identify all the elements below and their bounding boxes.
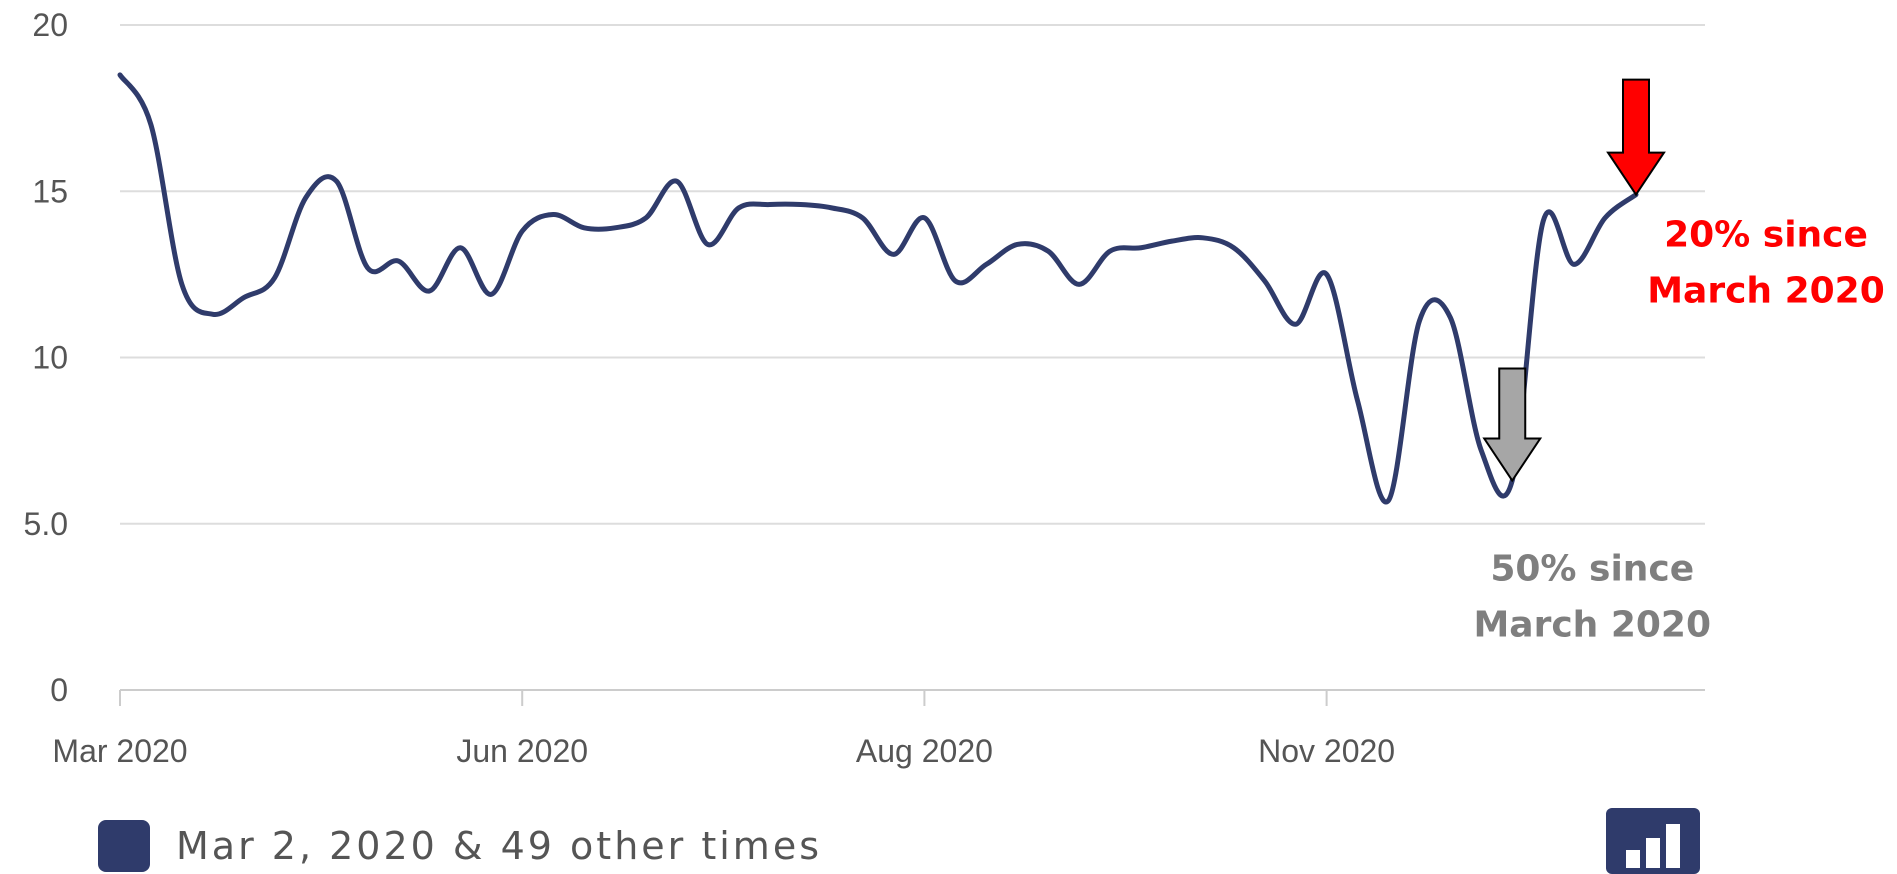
- data-point: [1385, 497, 1391, 503]
- annotation-line2: March 2020: [1473, 605, 1711, 646]
- data-point: [488, 291, 494, 297]
- data-point: [860, 215, 866, 221]
- data-point: [1478, 448, 1484, 454]
- data-point: [612, 225, 618, 231]
- data-point: [1447, 315, 1453, 321]
- y-tick-label: 0: [50, 672, 68, 708]
- data-point: [303, 195, 309, 201]
- data-point: [736, 205, 742, 211]
- annotation-arrow: [1482, 367, 1543, 483]
- data-point: [1076, 281, 1082, 287]
- x-tick-label: Mar 2020: [52, 733, 187, 769]
- data-point: [1324, 271, 1330, 277]
- data-point: [1200, 235, 1206, 241]
- y-tick-label: 5.0: [24, 506, 68, 542]
- line-chart: 0 5.0 10 15 20 Mar 2020 Jun 2020 Aug 2020 Nov 2…: [24, 7, 1885, 769]
- data-point: [1231, 245, 1237, 251]
- data-point: [179, 281, 185, 287]
- data-point: [210, 311, 216, 317]
- chart-type-button[interactable]: [1606, 808, 1700, 874]
- x-tick-label: Jun 2020: [456, 733, 588, 769]
- data-point: [1540, 218, 1546, 224]
- x-axis-ticks: Mar 2020 Jun 2020 Aug 2020 Nov 2020: [52, 690, 1395, 769]
- data-point: [1014, 241, 1020, 247]
- annotation-arrow: [1606, 78, 1666, 197]
- annotation-line1: 20% since: [1664, 215, 1868, 256]
- legend-swatch[interactable]: [98, 820, 150, 872]
- data-points: [117, 72, 1639, 504]
- data-point: [829, 205, 835, 211]
- annotation-line1: 50% since: [1490, 549, 1694, 590]
- legend-label[interactable]: Mar 2, 2020 & 49 other times: [176, 824, 823, 868]
- series-line: [117, 72, 1639, 505]
- gridlines: [120, 24, 1705, 525]
- y-axis-ticks: 0 5.0 10 15 20: [24, 7, 68, 708]
- data-point: [457, 245, 463, 251]
- data-point: [767, 202, 773, 208]
- data-point: [550, 212, 556, 218]
- data-point: [1045, 248, 1051, 254]
- data-point: [1416, 318, 1422, 324]
- data-point: [1138, 245, 1144, 251]
- data-point: [1571, 261, 1577, 267]
- annotation-line2: March 2020: [1647, 271, 1885, 312]
- data-point: [365, 265, 371, 271]
- y-tick-label: 20: [32, 7, 68, 43]
- data-point: [921, 215, 927, 221]
- annotations: 20% since March 2020 50% since March 2020: [1473, 78, 1885, 646]
- y-tick-label: 10: [32, 340, 68, 376]
- data-point: [1107, 248, 1113, 254]
- data-point: [1602, 215, 1608, 221]
- data-point: [581, 225, 587, 231]
- data-point: [952, 278, 958, 284]
- data-point: [798, 202, 804, 208]
- data-point: [1355, 398, 1361, 404]
- x-tick-label: Aug 2020: [856, 733, 993, 769]
- legend: Mar 2, 2020 & 49 other times: [98, 818, 822, 874]
- data-point: [272, 275, 278, 281]
- data-point: [117, 72, 123, 78]
- data-point: [241, 295, 247, 301]
- data-point: [395, 258, 401, 264]
- data-point: [1293, 321, 1299, 327]
- x-tick-label: Nov 2020: [1258, 733, 1395, 769]
- data-point: [674, 178, 680, 184]
- data-point: [890, 251, 896, 257]
- data-point: [983, 261, 989, 267]
- data-point: [1262, 278, 1268, 284]
- y-tick-label: 15: [32, 173, 68, 209]
- data-point: [1169, 238, 1175, 244]
- data-point: [148, 122, 154, 128]
- bar-chart-icon: [1606, 808, 1700, 874]
- data-point: [334, 178, 340, 184]
- data-point: [519, 228, 525, 234]
- data-point: [643, 215, 649, 221]
- data-point: [426, 288, 432, 294]
- data-point: [705, 241, 711, 247]
